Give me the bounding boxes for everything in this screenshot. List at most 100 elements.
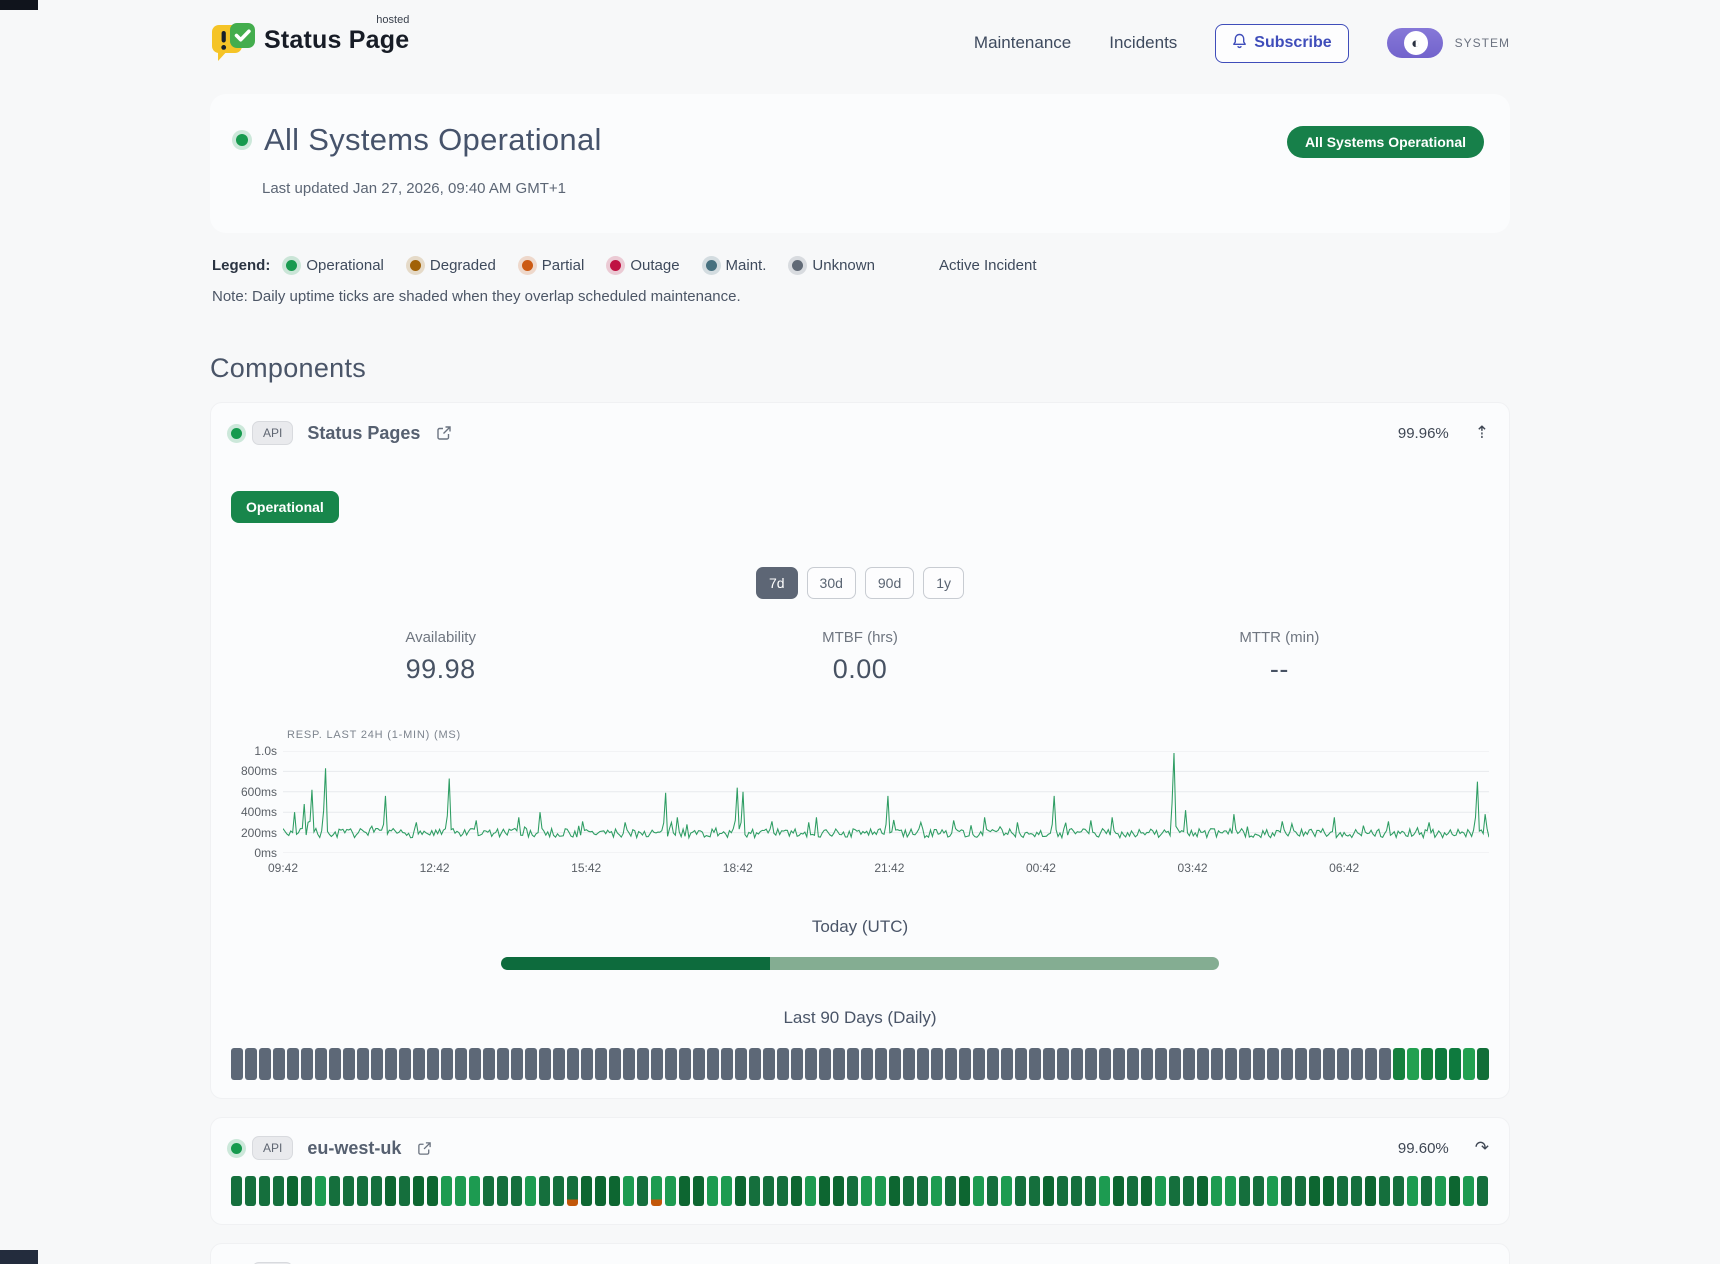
collapse-arrow-icon[interactable]: ⇡ [1474, 423, 1489, 442]
uptime-tick[interactable] [1295, 1176, 1306, 1206]
uptime-tick[interactable] [1365, 1048, 1377, 1080]
uptime-tick[interactable] [287, 1048, 299, 1080]
uptime-tick[interactable] [1407, 1048, 1419, 1080]
uptime-tick[interactable] [273, 1176, 284, 1206]
uptime-tick[interactable] [861, 1048, 873, 1080]
uptime-tick[interactable] [525, 1176, 536, 1206]
uptime-tick[interactable] [693, 1176, 704, 1206]
uptime-tick[interactable] [707, 1048, 719, 1080]
uptime-tick[interactable] [1043, 1048, 1055, 1080]
uptime-tick[interactable] [1141, 1176, 1152, 1206]
uptime-tick[interactable] [231, 1048, 243, 1080]
uptime-tick[interactable] [833, 1048, 845, 1080]
uptime-tick[interactable] [777, 1048, 789, 1080]
uptime-tick[interactable] [1463, 1048, 1475, 1080]
theme-toggle[interactable]: ◐ [1386, 28, 1443, 58]
uptime-tick[interactable] [1351, 1048, 1363, 1080]
uptime-tick[interactable] [749, 1176, 760, 1206]
uptime-tick[interactable] [1407, 1176, 1418, 1206]
uptime-tick[interactable] [609, 1176, 620, 1206]
uptime-tick[interactable] [721, 1176, 732, 1206]
uptime-tick[interactable] [1337, 1176, 1348, 1206]
uptime-tick[interactable] [1267, 1176, 1278, 1206]
uptime-tick[interactable] [1155, 1048, 1167, 1080]
uptime-tick[interactable] [847, 1048, 859, 1080]
uptime-tick[interactable] [805, 1176, 816, 1206]
uptime-tick[interactable] [735, 1176, 746, 1206]
uptime-tick[interactable] [315, 1048, 327, 1080]
uptime-tick[interactable] [833, 1176, 844, 1206]
uptime-tick[interactable] [455, 1176, 466, 1206]
uptime-tick[interactable] [511, 1176, 522, 1206]
uptime-tick[interactable] [1239, 1048, 1251, 1080]
uptime-tick[interactable] [1393, 1176, 1404, 1206]
uptime-tick[interactable] [315, 1176, 326, 1206]
uptime-tick[interactable] [441, 1048, 453, 1080]
uptime-tick[interactable] [1169, 1176, 1180, 1206]
uptime-tick[interactable] [427, 1048, 439, 1080]
uptime-tick[interactable] [735, 1048, 747, 1080]
uptime-tick[interactable] [1225, 1048, 1237, 1080]
uptime-tick[interactable] [399, 1048, 411, 1080]
uptime-tick[interactable] [1057, 1048, 1069, 1080]
uptime-tick[interactable] [553, 1176, 564, 1206]
external-link-icon[interactable] [417, 1141, 432, 1156]
uptime-tick[interactable] [1295, 1048, 1307, 1080]
external-link-icon[interactable] [436, 425, 452, 441]
uptime-tick[interactable] [371, 1176, 382, 1206]
uptime-tick[interactable] [1183, 1048, 1195, 1080]
uptime-tick[interactable] [287, 1176, 298, 1206]
uptime-tick[interactable] [791, 1048, 803, 1080]
uptime-tick[interactable] [581, 1048, 593, 1080]
uptime-tick[interactable] [1463, 1176, 1474, 1206]
uptime-tick[interactable] [483, 1176, 494, 1206]
nav-maintenance[interactable]: Maintenance [973, 33, 1072, 52]
uptime-tick[interactable] [679, 1176, 690, 1206]
uptime-tick[interactable] [357, 1176, 368, 1206]
uptime-tick[interactable] [1281, 1176, 1292, 1206]
uptime-tick[interactable] [497, 1176, 508, 1206]
uptime-tick[interactable] [1239, 1176, 1250, 1206]
uptime-tick[interactable] [1155, 1176, 1166, 1206]
uptime-tick[interactable] [973, 1176, 984, 1206]
uptime-tick[interactable] [1127, 1176, 1138, 1206]
range-button-30d[interactable]: 30d [806, 567, 856, 599]
uptime-tick[interactable] [581, 1176, 592, 1206]
uptime-tick[interactable] [805, 1048, 817, 1080]
uptime-tick[interactable] [231, 1176, 242, 1206]
uptime-tick[interactable] [483, 1048, 495, 1080]
uptime-tick[interactable] [875, 1176, 886, 1206]
uptime-tick[interactable] [931, 1048, 943, 1080]
uptime-tick[interactable] [1253, 1176, 1264, 1206]
uptime-tick[interactable] [469, 1176, 480, 1206]
uptime-tick[interactable] [1477, 1176, 1488, 1206]
uptime-tick[interactable] [301, 1048, 313, 1080]
uptime-tick[interactable] [1421, 1176, 1432, 1206]
brand-logo[interactable]: Status Page hosted [210, 14, 409, 69]
uptime-tick[interactable] [1309, 1176, 1320, 1206]
uptime-tick[interactable] [1197, 1176, 1208, 1206]
uptime-tick[interactable] [1029, 1176, 1040, 1206]
uptime-tick[interactable] [791, 1176, 802, 1206]
uptime-tick[interactable] [567, 1048, 579, 1080]
uptime-tick[interactable] [1337, 1048, 1349, 1080]
uptime-tick[interactable] [903, 1176, 914, 1206]
uptime-tick[interactable] [371, 1048, 383, 1080]
uptime-tick[interactable] [1057, 1176, 1068, 1206]
uptime-tick[interactable] [329, 1048, 341, 1080]
uptime-tick[interactable] [1225, 1176, 1236, 1206]
uptime-tick[interactable] [861, 1176, 872, 1206]
uptime-tick[interactable] [343, 1176, 354, 1206]
uptime-tick[interactable] [637, 1176, 648, 1206]
range-button-1y[interactable]: 1y [923, 567, 965, 599]
uptime-tick[interactable] [1379, 1048, 1391, 1080]
uptime-tick[interactable] [693, 1048, 705, 1080]
uptime-tick[interactable] [385, 1176, 396, 1206]
uptime-tick[interactable] [637, 1048, 649, 1080]
uptime-tick[interactable] [1281, 1048, 1293, 1080]
uptime-tick[interactable] [875, 1048, 887, 1080]
uptime-tick[interactable] [469, 1048, 481, 1080]
uptime-tick[interactable] [385, 1048, 397, 1080]
uptime-tick[interactable] [455, 1048, 467, 1080]
uptime-tick[interactable] [623, 1048, 635, 1080]
